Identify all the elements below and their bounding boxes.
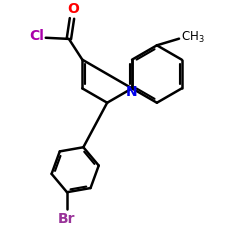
Text: CH$_3$: CH$_3$	[181, 30, 204, 46]
Text: Cl: Cl	[29, 29, 44, 43]
Text: Br: Br	[58, 212, 75, 226]
Text: O: O	[67, 2, 79, 16]
Text: N: N	[126, 84, 138, 98]
